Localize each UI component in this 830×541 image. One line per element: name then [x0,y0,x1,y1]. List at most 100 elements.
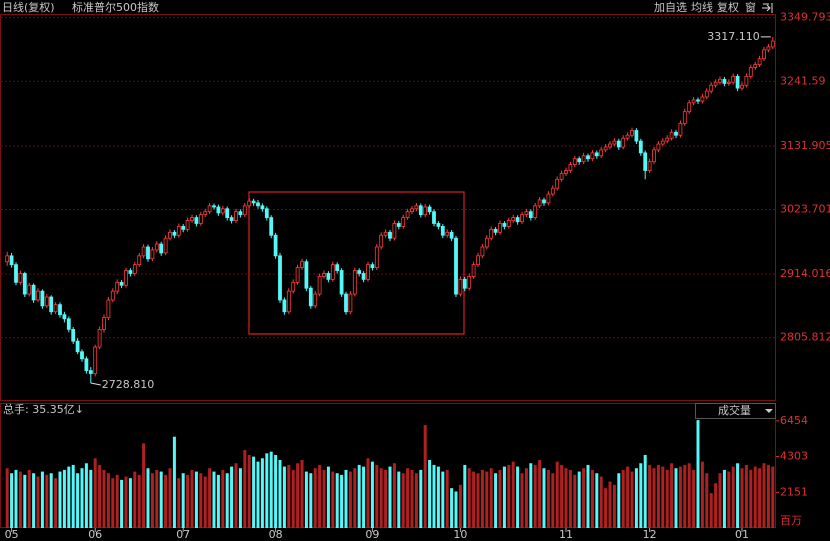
volume-bar [137,474,141,528]
candle-body [625,134,630,139]
candle-body [599,149,604,157]
volume-bar [551,473,555,528]
candle-body [454,237,458,295]
candle-body [476,255,480,266]
volume-bar [304,471,308,528]
candle-body [71,328,76,342]
volume-bar [771,466,775,528]
candle-body [185,220,190,230]
toolbar-button[interactable]: 均线 [691,0,713,14]
candle-body [348,293,353,313]
volume-bar [687,463,691,528]
candle-body [498,223,502,233]
volume-bar [432,464,436,528]
volume-bar [414,473,418,528]
volume-bar [106,473,110,528]
candle-body [260,205,265,210]
volume-bar [18,471,22,528]
candle-body [198,214,203,224]
volume-bar [766,464,770,528]
volume-bar [208,468,212,528]
candle-body [520,214,524,223]
candle-body [423,206,428,216]
toolbar-button[interactable]: 窗 [745,0,756,14]
toolbar-button[interactable]: 加自选 [654,1,687,14]
candle-body [704,90,709,98]
volume-bar [133,471,137,528]
volume-bar [458,484,462,528]
candle-body [722,78,727,84]
volume-bar [727,471,731,528]
candle-body [344,293,348,313]
candle-body [53,304,58,313]
candle-body [493,228,498,233]
volume-bar [560,464,564,528]
dropdown-arrow[interactable] [765,409,773,413]
volume-bar [216,474,220,528]
candle-body [58,304,62,316]
volume-bar [401,473,405,528]
expand-icon[interactable] [762,3,773,13]
candle-body [278,255,282,301]
volume-bar [115,474,119,528]
candle-body [396,223,401,227]
toolbar: 加自选 均线 复权 窗 [654,0,773,14]
candle-body [603,146,608,151]
volume-bar [621,469,625,528]
candle-body [168,231,172,239]
volume-bar [269,451,273,528]
index-title: 标准普尔500指数 [72,0,159,14]
volume-bar [168,468,172,528]
candle-body [427,206,432,213]
indicator-select[interactable]: 成交量 [695,403,776,419]
candle-body [577,158,582,163]
candle-body [462,278,467,289]
volume-bar [225,473,229,528]
volume-bar [344,469,348,528]
candle-body [484,237,489,248]
candle-body [194,217,199,224]
volume-bar [36,476,40,528]
x-tick-label: 11 [559,528,573,541]
candle-body [36,290,40,301]
candle-body [612,140,617,145]
y-tick-label: 4303 [780,450,808,463]
volume-bar [309,473,313,528]
indicator-label[interactable]: 成交量 [718,403,751,417]
toolbar-button[interactable]: 复权 [717,0,739,14]
volume-bar [238,468,242,528]
candle-body [533,205,538,218]
y-tick-label: 3023.701 [780,203,830,216]
volume-bar [516,466,520,528]
volume-bar [67,466,71,528]
volume-bar [762,463,766,528]
indicator-box[interactable] [695,403,776,419]
volume-bar [397,471,401,528]
candle-body [392,223,397,239]
annotation-label: 2728.810 [102,378,155,391]
volume-bar [80,468,84,528]
candle-body [300,261,304,269]
volume-bar [172,436,176,528]
y-tick-label: 6454 [780,414,808,427]
candle-body [440,226,445,236]
candle-body [418,205,423,216]
candle-body [634,130,639,142]
y-tick-label: 2151 [780,485,808,498]
candle-body [770,40,775,48]
volume-bar [696,420,700,528]
candle-body [242,205,247,216]
candle-body [630,130,634,136]
candle-body [154,243,159,251]
candle-body [27,284,32,295]
volume-bar [291,469,295,528]
candle-body [93,346,98,374]
volume-bar [595,473,599,528]
volume-bar [494,473,498,528]
volume-bar [683,464,687,528]
volume-bar [692,469,696,528]
candle-body [304,261,309,289]
candle-body [22,273,27,295]
